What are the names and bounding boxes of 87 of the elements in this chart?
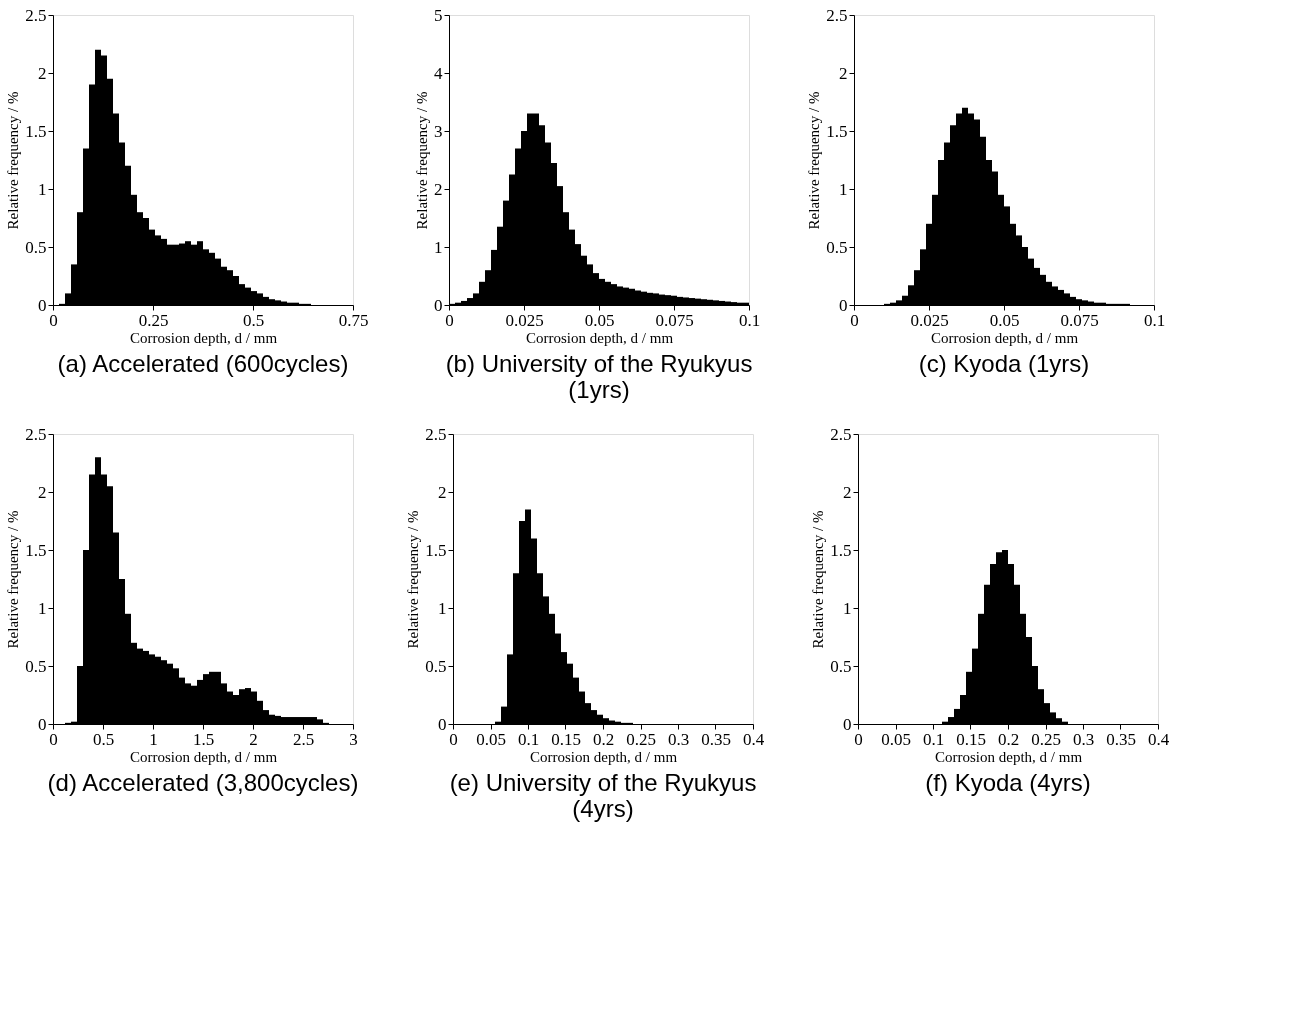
y-tick-label: 2.5 bbox=[830, 424, 852, 444]
y-axis-title: Relative frequency / % bbox=[5, 510, 22, 649]
x-tick-label: 0.35 bbox=[1106, 729, 1136, 749]
x-tick-label: 0.25 bbox=[138, 310, 169, 330]
x-tick-label: 0.25 bbox=[626, 729, 656, 749]
y-axis-title: Relative frequency / % bbox=[806, 91, 823, 230]
x-tick-label: 0.75 bbox=[338, 310, 369, 330]
x-axis-title: Corrosion depth, d / mm bbox=[129, 329, 278, 346]
y-tick-label: 4 bbox=[434, 63, 443, 83]
y-tick-label: 0.5 bbox=[25, 656, 47, 676]
text: (f) Kyoda (4yrs) bbox=[925, 769, 1091, 796]
text: (c) Kyoda (1yrs) bbox=[918, 350, 1090, 377]
y-tick-label: 0 bbox=[839, 295, 848, 315]
y-tick-label: 1 bbox=[438, 598, 447, 618]
x-tick-label: 3 bbox=[349, 729, 358, 749]
x-tick-label: 0.05 bbox=[476, 729, 506, 749]
y-tick-label: 1.5 bbox=[25, 540, 47, 560]
y-tick-label: 1.5 bbox=[830, 540, 852, 560]
y-tick-label: 1 bbox=[38, 598, 47, 618]
x-tick-label: 0.025 bbox=[505, 310, 544, 330]
x-tick-label: 1 bbox=[149, 729, 158, 749]
x-tick-label: 0.1 bbox=[517, 729, 540, 749]
x-tick-label: 0.15 bbox=[956, 729, 986, 749]
x-tick-label: 0.025 bbox=[910, 310, 949, 330]
x-axis-title: Corrosion depth, d / mm bbox=[525, 329, 674, 346]
y-tick-label: 0 bbox=[38, 295, 47, 315]
y-tick-label: 2 bbox=[38, 482, 47, 502]
x-tick-label: 0.05 bbox=[881, 729, 911, 749]
x-tick-label: 0.25 bbox=[1031, 729, 1061, 749]
y-tick-label: 2.5 bbox=[25, 5, 47, 25]
y-tick-label: 2 bbox=[843, 482, 852, 502]
y-tick-label: 0 bbox=[38, 714, 47, 734]
x-tick-label: 0.4 bbox=[742, 729, 765, 749]
x-tick-label: 1.5 bbox=[192, 729, 215, 749]
x-axis-title: Corrosion depth, d / mm bbox=[934, 748, 1083, 765]
y-tick-label: 3 bbox=[434, 121, 443, 141]
y-axis-title: Relative frequency / % bbox=[810, 510, 827, 649]
y-tick-label: 1.5 bbox=[826, 121, 848, 141]
x-tick-label: 0.2 bbox=[592, 729, 615, 749]
y-tick-label: 1 bbox=[38, 179, 47, 199]
y-tick-label: 0.5 bbox=[25, 237, 47, 257]
y-tick-label: 1.5 bbox=[425, 540, 447, 560]
y-tick-label: 0.5 bbox=[826, 237, 848, 257]
x-axis-title: Corrosion depth, d / mm bbox=[129, 748, 278, 765]
text: (e) University of the Ryukyus (4yrs) bbox=[449, 769, 757, 822]
y-tick-label: 2 bbox=[839, 63, 848, 83]
x-tick-label: 0.3 bbox=[1072, 729, 1095, 749]
y-tick-label: 2 bbox=[438, 482, 447, 502]
x-tick-label: 0.1 bbox=[922, 729, 945, 749]
x-tick-label: 0.35 bbox=[701, 729, 731, 749]
x-tick-label: 2 bbox=[249, 729, 258, 749]
y-tick-label: 2.5 bbox=[425, 424, 447, 444]
y-tick-label: 1 bbox=[434, 237, 443, 257]
x-tick-label: 0.3 bbox=[667, 729, 690, 749]
x-axis-title: Corrosion depth, d / mm bbox=[930, 329, 1079, 346]
x-tick-label: 0.2 bbox=[997, 729, 1020, 749]
y-tick-label: 0 bbox=[434, 295, 443, 315]
x-tick-label: 0.4 bbox=[1147, 729, 1170, 749]
y-tick-label: 2.5 bbox=[25, 424, 47, 444]
x-tick-label: 0.1 bbox=[738, 310, 761, 330]
text: (b) University of the Ryukyus (1yrs) bbox=[445, 350, 753, 403]
x-tick-label: 0.1 bbox=[1143, 310, 1166, 330]
y-tick-label: 0.5 bbox=[830, 656, 852, 676]
x-axis-title: Corrosion depth, d / mm bbox=[529, 748, 678, 765]
y-tick-label: 0 bbox=[438, 714, 447, 734]
y-axis-title: Relative frequency / % bbox=[414, 91, 430, 230]
x-tick-label: 0.075 bbox=[655, 310, 694, 330]
y-tick-label: 2.5 bbox=[826, 5, 848, 25]
text: (a) Accelerated (600cycles) bbox=[57, 350, 349, 377]
y-tick-label: 1 bbox=[843, 598, 852, 618]
y-tick-label: 1.5 bbox=[25, 121, 47, 141]
x-tick-label: 0.075 bbox=[1060, 310, 1099, 330]
y-tick-label: 0 bbox=[843, 714, 852, 734]
text: (d) Accelerated (3,800cycles) bbox=[47, 769, 359, 796]
x-tick-label: 0.5 bbox=[92, 729, 115, 749]
x-tick-label: 0.5 bbox=[242, 310, 265, 330]
y-tick-label: 2 bbox=[434, 179, 443, 199]
x-tick-label: 0.05 bbox=[584, 310, 615, 330]
x-tick-label: 2.5 bbox=[292, 729, 315, 749]
y-axis-title: Relative frequency / % bbox=[405, 510, 422, 649]
y-tick-label: 0.5 bbox=[425, 656, 447, 676]
y-tick-label: 1 bbox=[839, 179, 848, 199]
x-tick-label: 0.15 bbox=[551, 729, 581, 749]
x-tick-label: 0.05 bbox=[989, 310, 1020, 330]
y-axis-title: Relative frequency / % bbox=[5, 91, 22, 230]
y-tick-label: 2 bbox=[38, 63, 47, 83]
y-tick-label: 5 bbox=[434, 5, 443, 25]
